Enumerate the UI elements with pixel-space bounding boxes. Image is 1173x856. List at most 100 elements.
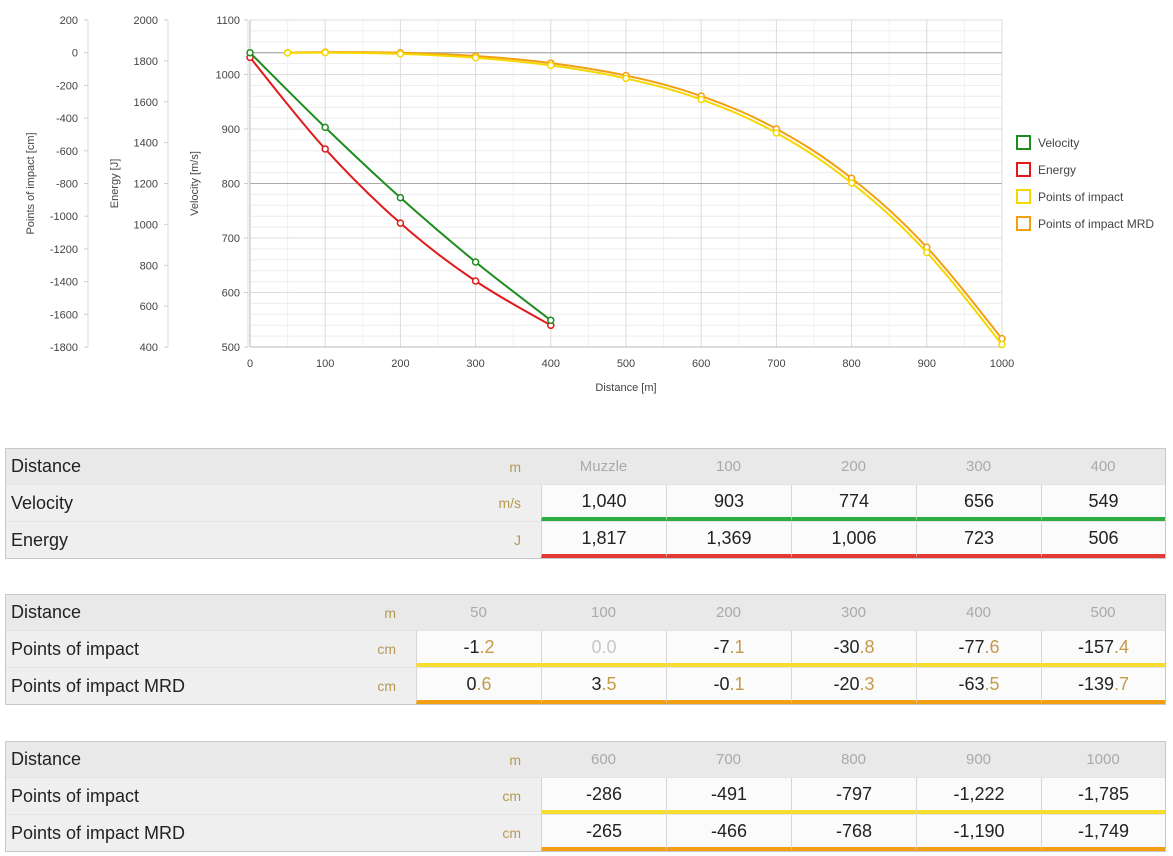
impact-tick-label: -800 bbox=[56, 179, 78, 191]
points-of-impact-point bbox=[471, 53, 480, 62]
legend-label: Points of impact MRD bbox=[1038, 217, 1154, 231]
distance-col-header: 100 bbox=[590, 604, 617, 621]
energy-tick-label: 1600 bbox=[134, 97, 158, 109]
table-row: Points of impact MRD cm -265 -466 -768 -… bbox=[6, 815, 1165, 851]
velocity-tick-label: 500 bbox=[222, 342, 240, 354]
unit-label: m bbox=[384, 604, 396, 621]
impact-value: -1,222 bbox=[916, 778, 1041, 814]
distance-col-header: 900 bbox=[965, 751, 992, 768]
velocity-point bbox=[396, 193, 405, 202]
energy-value: 506 bbox=[1041, 522, 1165, 558]
table-row: Points of impact MRD cm 0.6 3.5 -0.1 -20… bbox=[6, 668, 1165, 704]
row-label: Distance bbox=[11, 749, 82, 769]
x-tick-label: 100 bbox=[316, 358, 334, 370]
unit-label: m bbox=[509, 458, 521, 475]
legend-swatch bbox=[1016, 189, 1031, 204]
energy-point bbox=[396, 219, 405, 227]
impact-frac: .5 bbox=[601, 673, 617, 694]
impact-tick-label: -1800 bbox=[50, 342, 78, 354]
unit-label: m bbox=[509, 751, 521, 768]
x-tick-label: 200 bbox=[391, 358, 409, 370]
x-tick-label: 500 bbox=[617, 358, 635, 370]
legend-label: Points of impact bbox=[1038, 190, 1124, 204]
distance-col-header: 600 bbox=[590, 751, 617, 768]
unit-label: cm bbox=[502, 788, 521, 804]
impact-mrd-value: 0.6 bbox=[416, 668, 541, 704]
points-of-impact-point bbox=[622, 74, 630, 83]
row-label: Distance bbox=[11, 602, 82, 622]
impact-frac: .6 bbox=[984, 636, 1000, 657]
energy-value: 1,006 bbox=[791, 522, 916, 558]
table-row: Velocity m/s 1,040 903 774 656 549 bbox=[6, 485, 1165, 522]
impact-table-far: Distance m 600 700 800 900 1000 Points o… bbox=[5, 741, 1166, 852]
impact-value: -286 bbox=[541, 778, 666, 814]
unit-label: cm bbox=[502, 825, 521, 841]
velocity-value: 903 bbox=[666, 485, 791, 521]
legend-swatch bbox=[1016, 216, 1031, 231]
x-tick-label: 400 bbox=[542, 358, 560, 370]
impact-table-near: Distance m 50 100 200 300 400 500 Points… bbox=[5, 594, 1166, 705]
energy-value: 723 bbox=[916, 522, 1041, 558]
impact-value: -1.2 bbox=[416, 631, 541, 667]
impact-value: -30.8 bbox=[791, 631, 916, 667]
impact-frac: .1 bbox=[729, 673, 745, 694]
impact-int: -0 bbox=[713, 673, 730, 694]
velocity-tick-label: 900 bbox=[222, 124, 240, 136]
distance-col-header: 200 bbox=[840, 458, 867, 475]
impact-frac: .3 bbox=[859, 673, 875, 694]
points-of-impact-point bbox=[547, 61, 555, 70]
energy-tick-label: 1800 bbox=[134, 56, 158, 68]
impact-tick-label: -600 bbox=[56, 146, 78, 158]
x-tick-label: 0 bbox=[247, 358, 253, 370]
legend-swatch bbox=[1016, 162, 1031, 177]
impact-mrd-value: -0.1 bbox=[666, 668, 791, 704]
x-tick-label: 900 bbox=[918, 358, 936, 370]
impact-int: -157 bbox=[1077, 636, 1114, 657]
distance-col-header: 500 bbox=[1090, 604, 1116, 621]
velocity-tick-label: 800 bbox=[222, 179, 240, 191]
impact-int: -63 bbox=[958, 673, 985, 694]
impact-int: 0 bbox=[591, 636, 602, 657]
points-of-impact-point bbox=[847, 179, 856, 187]
legend-label: Velocity bbox=[1038, 136, 1079, 150]
distance-col-header: 300 bbox=[840, 604, 867, 621]
unit-label: cm bbox=[377, 678, 396, 694]
energy-tick-label: 800 bbox=[140, 260, 158, 272]
x-axis-title: Distance [m] bbox=[595, 382, 656, 394]
unit-label: m/s bbox=[498, 495, 521, 511]
velocity-tick-label: 700 bbox=[222, 233, 240, 245]
impact-tick-label: -200 bbox=[56, 80, 78, 92]
velocity-tick-label: 600 bbox=[222, 288, 240, 300]
velocity-point bbox=[246, 48, 254, 57]
impact-tick-label: -1200 bbox=[50, 244, 78, 256]
impact-axis-title: Points of impact [cm] bbox=[25, 132, 37, 234]
impact-int: 3 bbox=[591, 673, 602, 694]
impact-frac: .6 bbox=[476, 673, 492, 694]
legend-label: Energy bbox=[1038, 163, 1076, 177]
impact-int: -7 bbox=[713, 636, 730, 657]
impact-mrd-value: -139.7 bbox=[1041, 668, 1165, 704]
impact-tick-label: -1600 bbox=[50, 309, 78, 321]
impact-mrd-value: -1,190 bbox=[916, 815, 1041, 851]
impact-mrd-value: -63.5 bbox=[916, 668, 1041, 704]
impact-mrd-value: -466 bbox=[666, 815, 791, 851]
distance-col-header: 400 bbox=[965, 604, 992, 621]
x-tick-label: 1000 bbox=[990, 358, 1014, 370]
x-tick-label: 800 bbox=[842, 358, 860, 370]
energy-tick-label: 1400 bbox=[134, 138, 158, 150]
legend-swatch bbox=[1016, 135, 1031, 150]
impact-int: 0 bbox=[466, 673, 477, 694]
row-label: Distance bbox=[11, 456, 82, 476]
energy-tick-label: 1200 bbox=[134, 179, 158, 191]
impact-tick-label: -400 bbox=[56, 113, 78, 125]
velocity-point bbox=[321, 123, 329, 132]
impact-frac: .1 bbox=[729, 636, 745, 657]
impact-frac: .7 bbox=[1114, 673, 1130, 694]
points-of-impact-point bbox=[283, 49, 292, 57]
impact-value: -1,785 bbox=[1041, 778, 1165, 814]
points-of-impact-point bbox=[772, 129, 781, 137]
impact-value: -7.1 bbox=[666, 631, 791, 667]
energy-tick-label: 1000 bbox=[134, 219, 158, 231]
velocity-value: 549 bbox=[1041, 485, 1165, 521]
x-tick-label: 700 bbox=[767, 358, 785, 370]
